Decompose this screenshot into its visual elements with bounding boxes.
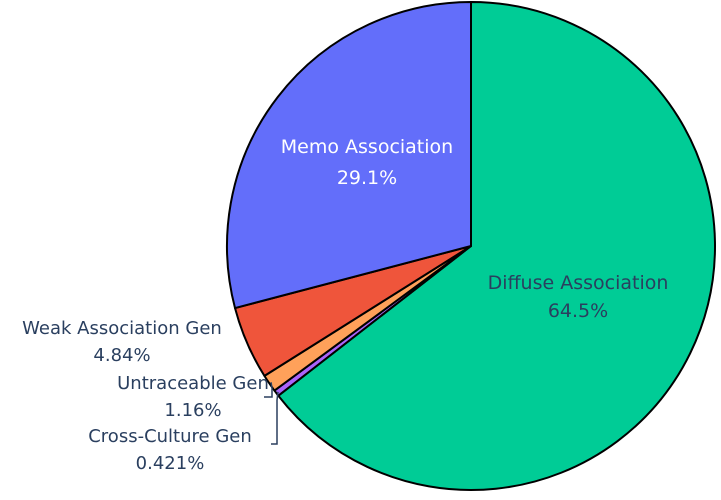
slice-percent-weak-association-gen: 4.84% — [93, 345, 150, 366]
slice-percent-memo-association: 29.1% — [337, 167, 397, 189]
slice-label-weak-association-gen: Weak Association Gen — [22, 318, 222, 339]
slice-percent-untraceable-gen: 1.16% — [164, 400, 221, 421]
slice-percent-diffuse-association: 64.5% — [548, 300, 608, 322]
slice-label-untraceable-gen: Untraceable Gen — [117, 373, 269, 394]
slice-label-cross-culture-gen: Cross-Culture Gen — [88, 426, 252, 447]
slice-label-memo-association: Memo Association — [281, 136, 453, 158]
slice-labels: Diffuse Association 64.5% Cross-Culture Ge… — [22, 136, 668, 474]
leader-line-cross-culture-gen — [271, 391, 279, 445]
slice-label-diffuse-association: Diffuse Association — [488, 272, 669, 294]
leader-lines — [264, 382, 279, 445]
slice-diffuse-association[interactable] — [277, 1, 716, 491]
pie-slices — [226, 1, 716, 491]
leader-line-untraceable-gen — [264, 382, 273, 398]
slice-memo-association[interactable] — [226, 1, 472, 310]
slice-percent-cross-culture-gen: 0.421% — [136, 453, 205, 474]
